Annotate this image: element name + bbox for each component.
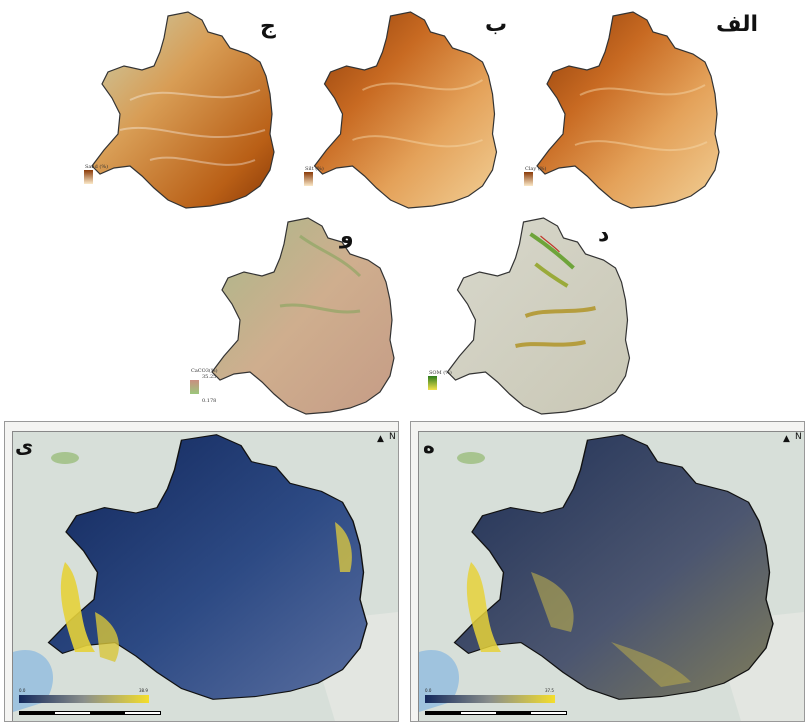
som-map [446,217,631,415]
scale-bar [19,711,161,715]
north-arrow-icon: ▲ [783,434,790,444]
legend-min: 0.178 [202,398,217,404]
panel-label-ye: ی [15,434,34,458]
panel-caco3: و CaCO3(%) 35.25 0.178 [190,216,420,416]
panel-he-map: ه ▲ N 0.0 37.5 [410,421,805,722]
north-label: N [389,432,396,442]
latitude-ticks [5,431,13,721]
colorbar [425,695,555,703]
legend-gradient [524,172,533,186]
legend-caco3: CaCO3(%) 35.25 0.178 [190,368,218,404]
ye-basemap [13,432,398,721]
legend-som: SOM (%) [428,370,452,390]
legend-silt: Silt (%) [304,166,324,186]
longitude-ticks [411,422,804,432]
legend-gradient [84,170,93,184]
panel-som: د SOM (%) [428,216,653,416]
caco3-map [211,217,395,415]
colorbar-max: 37.5 [545,688,554,693]
he-basemap [419,432,804,721]
colorbar-min: 0.0 [19,688,26,693]
longitude-ticks [5,422,398,432]
legend-clay: Clay (%) [524,166,546,186]
legend-title: Sand (%) [85,164,109,170]
legend-title: CaCO3(%) [191,368,218,374]
north-label: N [795,432,802,442]
scale-bar [425,711,567,715]
legend-gradient [304,172,313,186]
panel-silt: ب Silt (%) [300,10,515,210]
panel-label-dal: د [598,222,610,247]
silt-map [313,11,498,209]
legend-title: Silt (%) [305,166,324,172]
panel-label-alef: الف [716,12,759,37]
panel-label-he: ه [423,434,435,458]
panel-sand: ج Sand (%) [80,10,290,210]
legend-title: SOM (%) [429,370,452,376]
legend-title: Clay (%) [525,166,547,172]
latitude-ticks [411,431,419,721]
colorbar-min: 0.0 [425,688,432,693]
sand-map [91,11,275,209]
legend-gradient [190,380,199,394]
panel-clay: الف Clay (%) [520,10,758,210]
colorbar-max: 38.9 [139,688,148,693]
panel-label-vav: و [340,224,354,249]
colorbar [19,695,149,703]
north-arrow-icon: ▲ [377,434,384,444]
legend-max: 35.25 [202,374,217,380]
panel-label-jim: ج [260,14,276,39]
panel-label-be: ب [485,12,508,37]
panel-ye-map: ی ▲ N 0.0 38.9 [4,421,399,722]
legend-gradient [428,376,437,390]
clay-map [536,11,720,209]
legend-sand: Sand (%) [84,164,108,184]
